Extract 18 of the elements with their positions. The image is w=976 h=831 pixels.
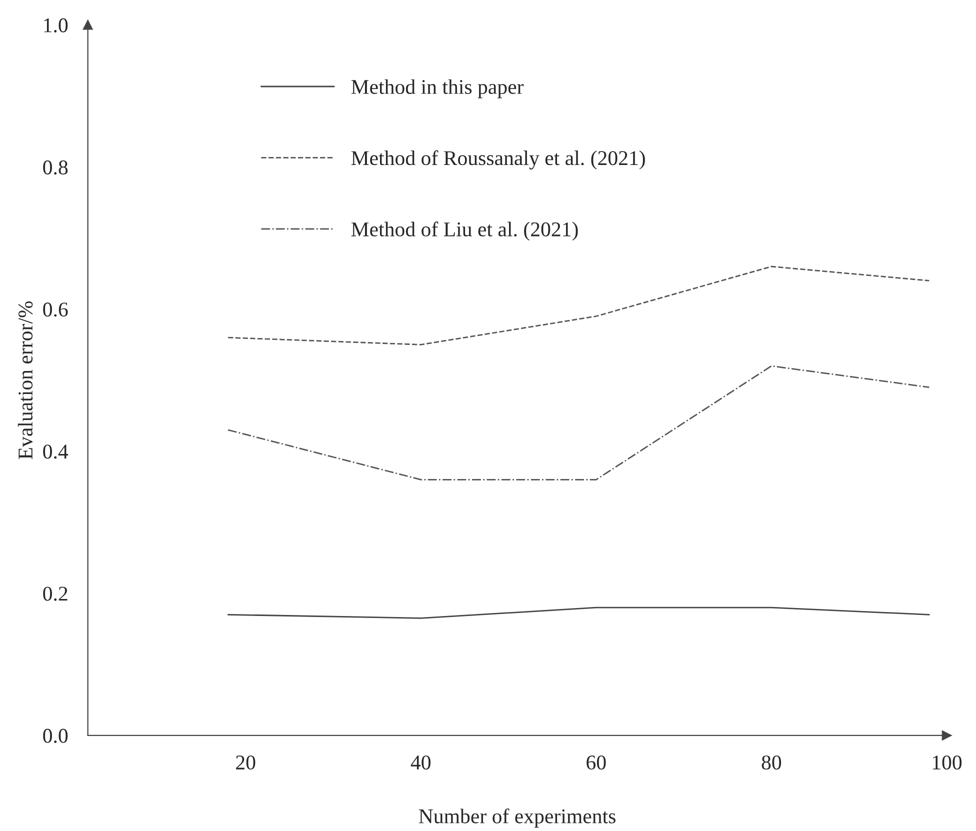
y-tick-label: 1.0	[44, 18, 68, 32]
line-series	[227, 365, 930, 480]
x-tick-label: 80	[762, 755, 782, 770]
y-tick-label: 0.6	[43, 302, 68, 317]
x-axis-title: Number of experiments	[418, 808, 616, 828]
x-tick-label: 60	[586, 755, 606, 770]
y-tick-label: 0.8	[43, 160, 68, 175]
y-tick-label: 0.0	[43, 728, 68, 743]
line-series	[227, 266, 930, 346]
y-axis-title: Evaluation error/%	[18, 301, 33, 460]
x-tick-label: 20	[236, 755, 256, 770]
x-tick-label: 100	[932, 755, 962, 770]
legend-label: Method in this paper	[351, 79, 524, 98]
legend-label: Method of Liu et al. (2021)	[351, 222, 578, 241]
x-tick-label: 40	[410, 755, 430, 770]
y-tick-label: 0.4	[43, 444, 68, 459]
y-tick-label: 0.2	[43, 586, 68, 601]
legend-label: Method of Roussanaly et al. (2021)	[351, 150, 645, 170]
